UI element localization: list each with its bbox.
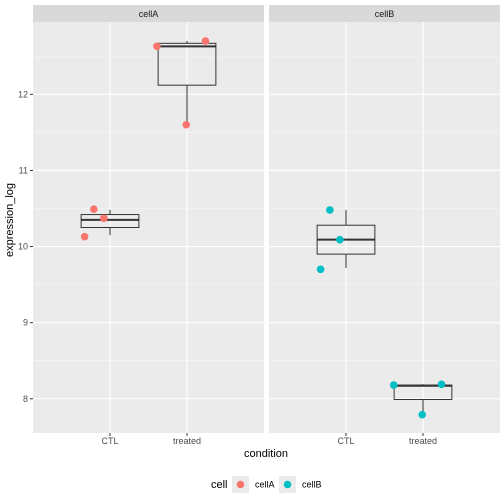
data-point <box>100 214 108 223</box>
box-body-CTL <box>80 214 140 228</box>
x-tick-label: treated <box>173 436 201 446</box>
y-tick-label: 8 <box>23 394 28 404</box>
data-point <box>80 232 89 241</box>
data-point <box>336 235 344 244</box>
data-point <box>90 205 98 214</box>
data-point <box>418 410 427 419</box>
x-axis-title: condition <box>244 448 288 460</box>
facet-strip <box>269 5 500 22</box>
x-tick-label: treated <box>409 436 437 446</box>
panel-background <box>33 22 264 433</box>
facet-strip-label: cellB <box>375 9 395 19</box>
facet-panel-cellB: cellB <box>269 5 500 433</box>
y-axis-title: expression_log <box>4 183 16 257</box>
data-point <box>437 380 446 389</box>
facet-panel-cellA: cellA <box>33 5 264 433</box>
data-point <box>326 206 334 214</box>
legend-key-cellA <box>236 480 245 489</box>
data-point <box>182 120 191 129</box>
data-point <box>316 265 325 274</box>
y-tick-label: 9 <box>23 318 28 328</box>
facet-strip-label: cellA <box>139 9 159 19</box>
data-point <box>201 37 210 45</box>
y-tick-label: 12 <box>18 89 28 99</box>
legend-label: cellB <box>302 480 322 490</box>
legend-key-cellB <box>283 480 292 489</box>
box-body-treated <box>157 42 217 86</box>
y-tick-label: 11 <box>19 165 28 175</box>
x-tick-label: CTL <box>101 436 118 446</box>
panel-background <box>269 22 500 433</box>
x-tick-label: CTL <box>337 436 354 446</box>
data-point <box>389 381 398 389</box>
data-point <box>153 42 161 51</box>
legend-title: cell <box>211 479 228 491</box>
y-tick-label: 10 <box>18 242 28 252</box>
facet-strip <box>33 5 264 22</box>
legend-label: cellA <box>255 480 275 490</box>
